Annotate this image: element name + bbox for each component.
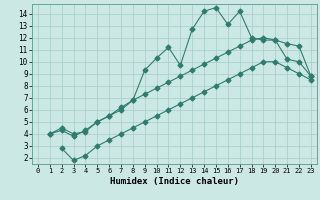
X-axis label: Humidex (Indice chaleur): Humidex (Indice chaleur) bbox=[110, 177, 239, 186]
